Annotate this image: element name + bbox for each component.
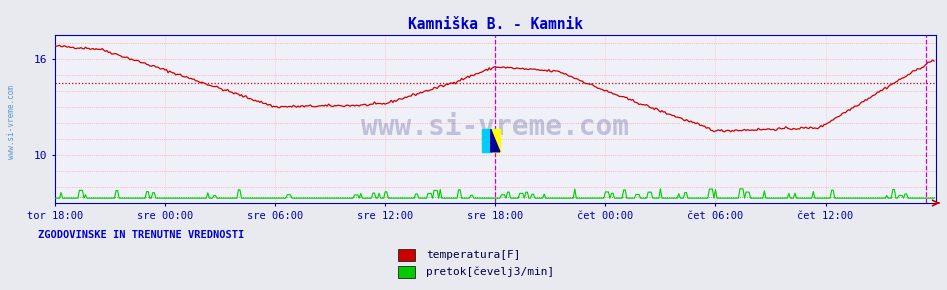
Text: www.si-vreme.com: www.si-vreme.com — [7, 85, 16, 159]
Bar — [481, 129, 491, 152]
Text: ZGODOVINSKE IN TRENUTNE VREDNOSTI: ZGODOVINSKE IN TRENUTNE VREDNOSTI — [38, 230, 244, 240]
Text: www.si-vreme.com: www.si-vreme.com — [362, 113, 629, 141]
Title: Kamniška B. - Kamnik: Kamniška B. - Kamnik — [408, 17, 582, 32]
Bar — [481, 129, 500, 152]
Text: temperatura[F]: temperatura[F] — [426, 249, 521, 260]
Polygon shape — [491, 129, 500, 152]
Text: pretok[čevelj3/min]: pretok[čevelj3/min] — [426, 267, 554, 277]
